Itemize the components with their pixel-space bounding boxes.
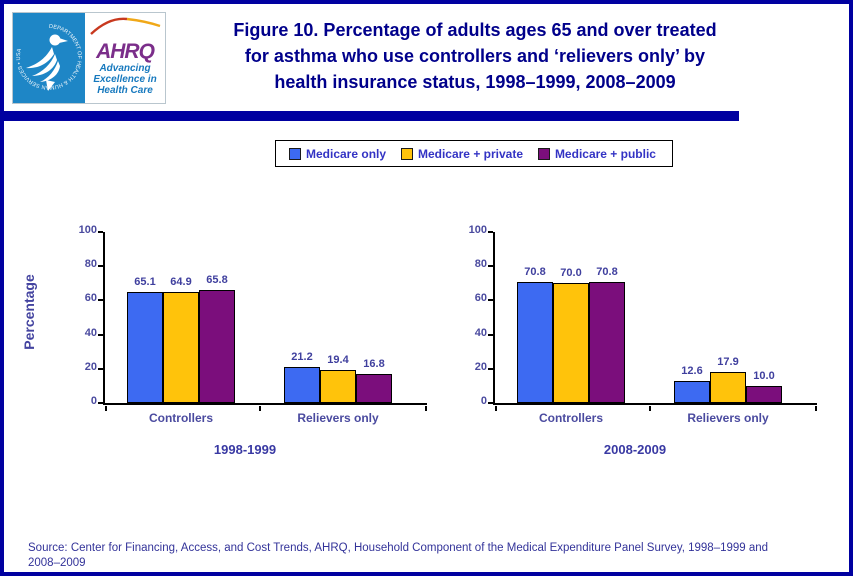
bar-value-label: 70.8 <box>596 266 618 278</box>
y-tick-mark <box>488 333 493 336</box>
bar-medicare-public <box>746 386 782 403</box>
bar-value-label: 65.1 <box>134 276 156 288</box>
y-tick-label: 100 <box>78 224 97 236</box>
x-tick-mark <box>815 406 817 411</box>
x-tick-mark <box>105 406 107 411</box>
y-tick-mark <box>488 402 493 404</box>
x-tick-mark <box>259 406 261 411</box>
tagline-line: Health Care <box>97 85 153 97</box>
figure-title-line: health insurance status, 1998–1999, 2008… <box>274 72 676 92</box>
bar-medicare-only <box>284 367 320 403</box>
y-tick-label: 20 <box>474 360 487 373</box>
category-label: Controllers <box>538 411 603 425</box>
source-note-line: Source: Center for Financing, Access, an… <box>28 542 769 554</box>
y-tick-mark <box>488 367 493 370</box>
category-label: Relievers only <box>297 411 379 425</box>
ahrq-wordmark: AHRQ <box>96 40 155 63</box>
legend-label: Medicare + private <box>417 146 524 161</box>
bar-medicare-public <box>356 374 392 403</box>
header-rule <box>4 111 739 121</box>
y-tick-label: 60 <box>84 292 97 305</box>
bar-medicare-public <box>589 282 625 403</box>
figure-title-line: Figure 10. Percentage of adults ages 65 … <box>233 20 717 40</box>
legend-item: Medicare + private <box>400 146 524 161</box>
y-tick-label: 80 <box>84 258 97 271</box>
legend-item: Medicare + public <box>537 146 656 161</box>
x-tick-mark <box>425 406 427 411</box>
legend-label: Medicare + public <box>554 146 656 161</box>
ahrq-wordmark-block: AHRQ Advancing Excellence in Health Care <box>85 13 165 103</box>
bar-medicare-private <box>553 283 589 403</box>
legend-swatch-medicare-only <box>289 147 301 160</box>
bar-value-label: 19.4 <box>327 354 349 366</box>
category-label: Relievers only <box>687 411 769 425</box>
bar-medicare-public <box>199 290 235 403</box>
hhs-eagle-icon: DEPARTMENT OF HEALTH & HUMAN SERVICES • … <box>16 24 82 91</box>
x-tick-mark <box>495 406 497 411</box>
bar-medicare-private <box>710 372 746 403</box>
bar-value-label: 64.9 <box>170 276 192 288</box>
chart-legend: Medicare only Medicare + private Medicare … <box>275 140 673 167</box>
bar-value-label: 21.2 <box>291 351 313 363</box>
bar-medicare-private <box>320 370 356 403</box>
y-tick-mark <box>98 333 103 336</box>
y-tick-label: 40 <box>84 326 97 339</box>
legend-item: Medicare only <box>289 147 386 161</box>
hhs-ahrq-logo: DEPARTMENT OF HEALTH & HUMAN SERVICES • … <box>12 12 166 104</box>
y-tick-label: 80 <box>474 258 487 271</box>
y-tick-label: 0 <box>90 395 97 407</box>
figure-title-line: for asthma who use controllers and ‘reli… <box>244 46 706 66</box>
y-tick-label: 100 <box>468 224 487 236</box>
legend-swatch-medicare-public <box>537 147 550 160</box>
y-tick-mark <box>98 299 103 302</box>
y-tick-mark <box>98 367 103 370</box>
chart-1998-1999: 0 20 40 60 80 100 65.1 64.9 65.8 Controllers 21.2 1… <box>79 224 427 457</box>
bar-medicare-only <box>674 381 710 403</box>
bar-medicare-only <box>127 292 163 403</box>
chart-2008-2009: 0 20 40 60 80 100 70.8 70.0 70.8 Controllers 12.6 1… <box>469 224 817 457</box>
y-axis-label: Percentage <box>21 274 37 350</box>
bar-value-label: 10.0 <box>753 370 775 382</box>
bar-value-label: 70.0 <box>560 267 582 279</box>
y-tick-mark <box>488 231 493 233</box>
period-label: 1998-1999 <box>213 442 277 457</box>
rainbow-arc-icon <box>90 17 161 35</box>
y-tick-label: 0 <box>480 395 487 407</box>
period-label: 2008-2009 <box>603 442 667 457</box>
y-tick-mark <box>98 231 103 233</box>
ahrq-tagline: Advancing Excellence in Health Care <box>85 63 165 97</box>
legend-label: Medicare only <box>306 146 387 161</box>
figure-title: Figure 10. Percentage of adults ages 65 … <box>180 17 770 95</box>
source-note-line: 2008–2009 <box>28 556 86 569</box>
y-tick-mark <box>488 299 493 302</box>
y-tick-mark <box>98 265 103 268</box>
bar-value-label: 65.8 <box>206 274 228 286</box>
legend-swatch-medicare-private <box>400 147 413 160</box>
y-tick-mark <box>488 265 493 268</box>
source-note: Source: Center for Financing, Access, an… <box>28 541 828 570</box>
bar-value-label: 12.6 <box>681 365 703 377</box>
y-tick-label: 40 <box>474 326 487 339</box>
y-tick-mark <box>98 402 103 404</box>
bar-value-label: 70.8 <box>524 266 546 278</box>
bar-medicare-private <box>163 292 199 403</box>
x-tick-mark <box>649 406 651 411</box>
bar-value-label: 16.8 <box>363 358 385 370</box>
tagline-line: Excellence in <box>93 74 157 86</box>
category-label: Controllers <box>148 411 213 425</box>
y-tick-label: 60 <box>474 292 487 305</box>
bar-medicare-only <box>517 282 553 403</box>
tagline-line: Advancing <box>99 63 151 74</box>
hhs-seal: DEPARTMENT OF HEALTH & HUMAN SERVICES • … <box>13 13 85 103</box>
y-tick-label: 20 <box>84 360 97 373</box>
bar-value-label: 17.9 <box>717 356 739 368</box>
